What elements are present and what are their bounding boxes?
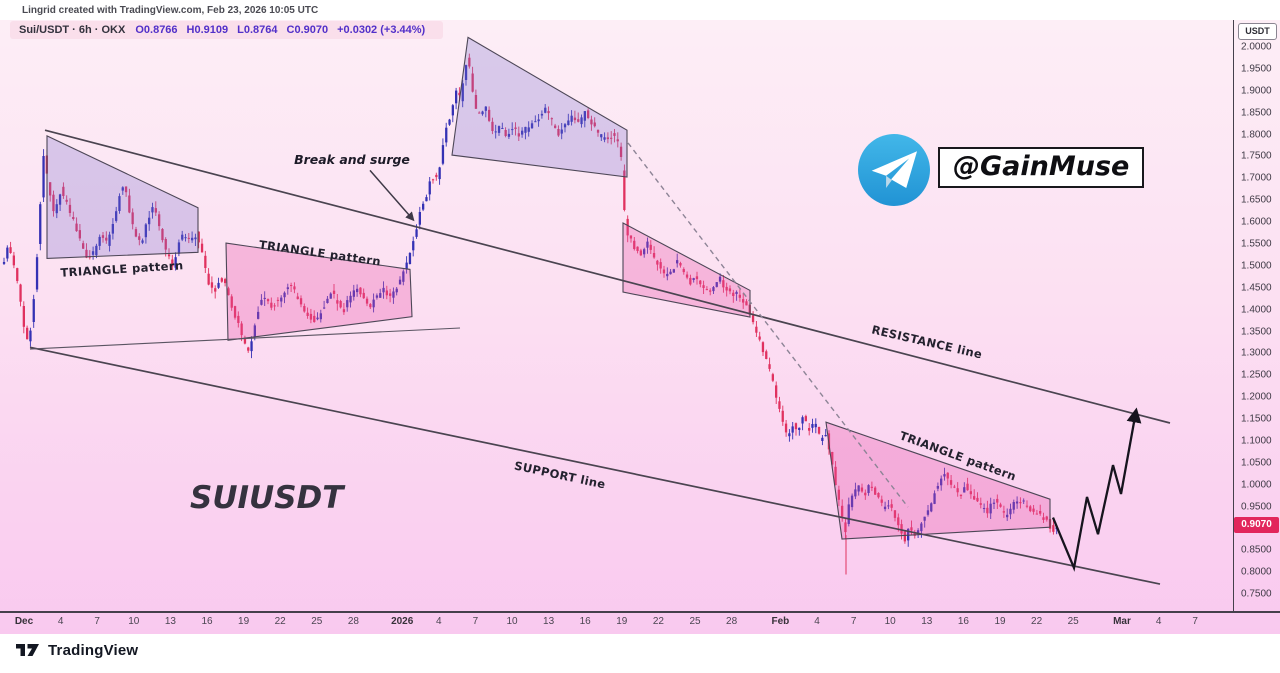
price-tick: 1.6000 bbox=[1241, 216, 1272, 228]
price-tick: 1.9000 bbox=[1241, 85, 1272, 97]
time-tick: 25 bbox=[689, 616, 701, 627]
telegram-handle-badge[interactable]: @GainMuse bbox=[938, 147, 1145, 188]
price-tick: 1.2000 bbox=[1241, 391, 1272, 403]
pattern-triangle-1 bbox=[46, 135, 199, 259]
creator-bar: Lingrid created with TradingView.com, Fe… bbox=[0, 0, 1280, 20]
time-tick: 7 bbox=[1192, 616, 1198, 627]
time-tick: 13 bbox=[164, 616, 176, 627]
price-tick: 0.8000 bbox=[1241, 566, 1272, 578]
pattern-shading-layer bbox=[46, 36, 1051, 540]
price-tick: 0.8500 bbox=[1241, 544, 1272, 556]
time-tick: 22 bbox=[652, 616, 664, 627]
time-tick: 16 bbox=[579, 616, 591, 627]
time-tick: Feb bbox=[771, 616, 790, 627]
price-tick: 0.9500 bbox=[1241, 501, 1272, 513]
time-tick: 10 bbox=[128, 616, 140, 627]
time-tick: 16 bbox=[201, 616, 213, 627]
price-tick: 1.1500 bbox=[1241, 413, 1272, 425]
ohlc-open: O0.8766 bbox=[135, 24, 178, 36]
time-tick: 25 bbox=[1067, 616, 1079, 627]
time-tick: 13 bbox=[921, 616, 933, 627]
time-tick: 22 bbox=[274, 616, 286, 627]
time-tick: 22 bbox=[1031, 616, 1043, 627]
pattern-triangle-top bbox=[451, 36, 628, 178]
time-tick: 7 bbox=[472, 616, 479, 627]
price-tick: 1.6500 bbox=[1241, 194, 1272, 206]
time-tick: 19 bbox=[238, 616, 250, 627]
pattern-channel-mid bbox=[622, 222, 751, 318]
ohlc-high: H0.9109 bbox=[186, 24, 229, 36]
price-tick: 1.1000 bbox=[1241, 435, 1272, 447]
resistance-line-label: RESISTANCE line bbox=[870, 322, 983, 361]
time-tick: Mar bbox=[1113, 616, 1131, 627]
time-tick: 10 bbox=[506, 616, 518, 627]
price-tick: 1.0000 bbox=[1241, 479, 1272, 491]
time-tick: 28 bbox=[347, 616, 359, 627]
time-tick: 2026 bbox=[391, 616, 414, 627]
time-tick: 19 bbox=[994, 616, 1006, 627]
price-tick: 1.4500 bbox=[1241, 282, 1272, 294]
price-tick: 1.8500 bbox=[1241, 107, 1272, 119]
price-tick: 1.5500 bbox=[1241, 238, 1272, 250]
last-price-badge: 0.9070 bbox=[1234, 517, 1279, 533]
price-tick: 1.7000 bbox=[1241, 172, 1272, 184]
trendlines-layer bbox=[29, 129, 1171, 585]
time-tick: 7 bbox=[850, 616, 857, 627]
time-tick: 7 bbox=[94, 616, 100, 627]
time-tick: 4 bbox=[1155, 616, 1162, 627]
price-tick: 1.3500 bbox=[1241, 326, 1272, 338]
ohlc-low: L0.8764 bbox=[237, 24, 278, 36]
footer-bar: TradingView bbox=[0, 634, 1280, 673]
time-tick: 10 bbox=[884, 616, 896, 627]
creator-text: Lingrid created with TradingView.com, Fe… bbox=[22, 5, 319, 16]
ohlc-change: +0.0302 (+3.44%) bbox=[337, 24, 426, 36]
telegram-plane-icon bbox=[871, 151, 918, 188]
time-tick: 13 bbox=[543, 616, 555, 627]
projection-layer bbox=[369, 142, 1142, 572]
price-tick: 1.3000 bbox=[1241, 347, 1272, 359]
break-arrow bbox=[369, 169, 415, 222]
symbol-watermark: SUIUSDT bbox=[190, 480, 346, 516]
price-tick: 1.8000 bbox=[1241, 129, 1272, 141]
zigzag-projection-arrow bbox=[1051, 407, 1142, 572]
price-tick: 1.0500 bbox=[1241, 457, 1272, 469]
price-axis-unit-badge[interactable]: USDT bbox=[1238, 23, 1277, 40]
price-tick: 2.0000 bbox=[1241, 41, 1272, 53]
time-tick: 19 bbox=[616, 616, 628, 627]
pattern-triangle-bottom bbox=[825, 421, 1051, 540]
symbol-ohlc-bar[interactable]: Sui/USDT · 6h · OKX O0.8766 H0.9109 L0.8… bbox=[10, 21, 444, 39]
ohlc-close: C0.9070 bbox=[286, 24, 329, 36]
telegram-icon[interactable] bbox=[858, 134, 930, 206]
price-tick: 0.7500 bbox=[1241, 588, 1272, 600]
telegram-handle: @GainMuse bbox=[953, 151, 1130, 182]
price-tick: 1.2500 bbox=[1241, 369, 1272, 381]
price-tick: 1.7500 bbox=[1241, 150, 1272, 162]
support-line-label: SUPPORT line bbox=[513, 458, 607, 491]
chart-canvas[interactable]: TRIANGLE pattern TRIANGLE pattern TRIANG… bbox=[0, 0, 1233, 612]
price-tick: 1.5000 bbox=[1241, 260, 1272, 272]
time-axis-border bbox=[0, 611, 1280, 613]
time-tick: 4 bbox=[814, 616, 820, 627]
tradingview-mark-icon bbox=[16, 644, 39, 656]
time-tick: 4 bbox=[57, 616, 64, 627]
time-tick: 16 bbox=[957, 616, 969, 627]
pattern-triangle-2 bbox=[225, 242, 413, 341]
time-tick: 4 bbox=[436, 616, 442, 627]
price-tick: 1.9500 bbox=[1241, 63, 1272, 75]
triangle-pattern-label-1: TRIANGLE pattern bbox=[60, 258, 184, 279]
symbol-name[interactable]: Sui/USDT · 6h · OKX bbox=[19, 24, 126, 36]
time-tick: 28 bbox=[726, 616, 738, 627]
price-tick: 1.4000 bbox=[1241, 304, 1272, 316]
tradingview-brand-text: TradingView bbox=[48, 641, 139, 659]
time-tick: Dec bbox=[14, 616, 34, 627]
time-tick: 25 bbox=[311, 616, 323, 627]
tradingview-logo[interactable]: TradingView bbox=[16, 641, 138, 659]
price-axis-border bbox=[1233, 20, 1234, 612]
break-and-surge-label: Break and surge bbox=[294, 152, 410, 167]
chart-background bbox=[0, 20, 1280, 634]
